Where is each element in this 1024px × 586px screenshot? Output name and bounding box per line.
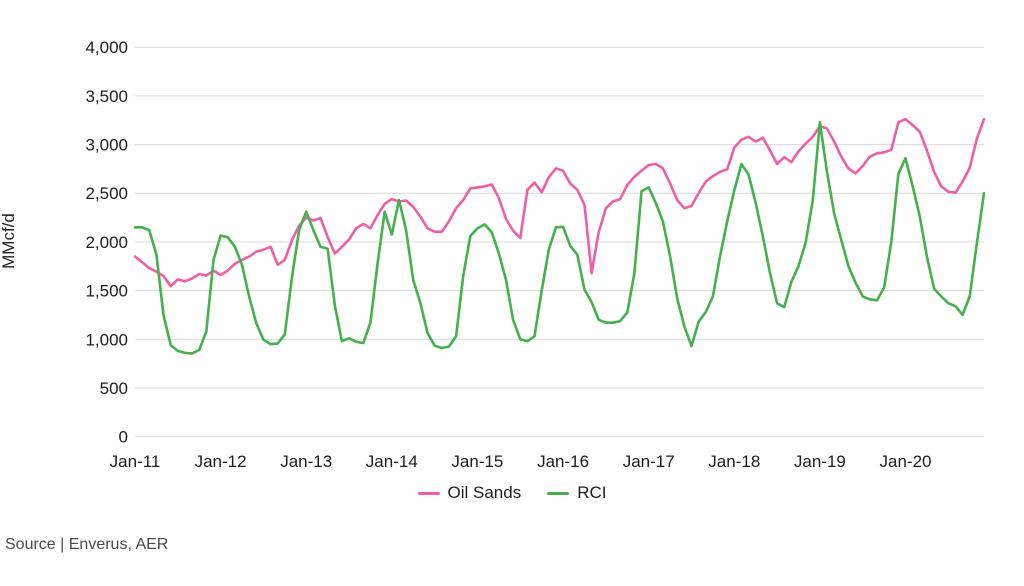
x-tick: Jan-13 [280,452,332,471]
x-tick: Jan-16 [537,452,589,471]
series-lines[interactable] [133,117,986,355]
oil-sands-legend-label: Oil Sands [447,483,522,502]
y-tick: 4,000 [85,38,128,57]
x-axis-tick-labels: Jan-11 Jan-12 Jan-13 Jan-14 Jan-15 Jan-1… [110,452,932,471]
y-tick: 2,500 [85,184,128,203]
legend: Oil Sands RCI [0,483,1024,503]
y-axis-tick-labels: 4,000 3,500 3,000 2,500 2,000 1,500 1,00… [85,38,128,446]
gridlines [135,46,984,438]
x-tick: Jan-20 [880,452,932,471]
oil-sands-line[interactable] [133,117,986,288]
y-tick: 1,500 [85,282,128,301]
line-chart[interactable]: 4,000 3,500 3,000 2,500 2,000 1,500 1,00… [0,0,1024,475]
y-tick: 1,000 [85,330,128,349]
oil-sands-line-swatch-icon [417,491,440,495]
x-tick: Jan-15 [451,452,503,471]
x-tick: Jan-12 [195,452,247,471]
rci-line[interactable] [133,120,986,355]
y-tick: 500 [100,379,128,398]
rci-legend-label: RCI [577,483,607,502]
x-tick: Jan-19 [794,452,846,471]
x-tick: Jan-11 [110,452,161,471]
x-tick: Jan-17 [623,452,675,471]
chart-area[interactable]: 4,000 3,500 3,000 2,500 2,000 1,500 1,00… [0,0,1024,475]
legend-item-oil-sands[interactable]: Oil Sands [417,483,522,503]
rci-line-swatch-icon [547,491,570,495]
y-tick: 3,500 [85,87,128,106]
legend-item-rci[interactable]: RCI [547,483,606,503]
y-tick: 3,000 [85,136,128,155]
x-tick: Jan-14 [366,452,418,471]
x-tick: Jan-18 [708,452,760,471]
source-text: Source | Enverus, AER [5,536,169,553]
y-tick: 0 [119,428,128,447]
y-tick: 2,000 [85,233,128,252]
